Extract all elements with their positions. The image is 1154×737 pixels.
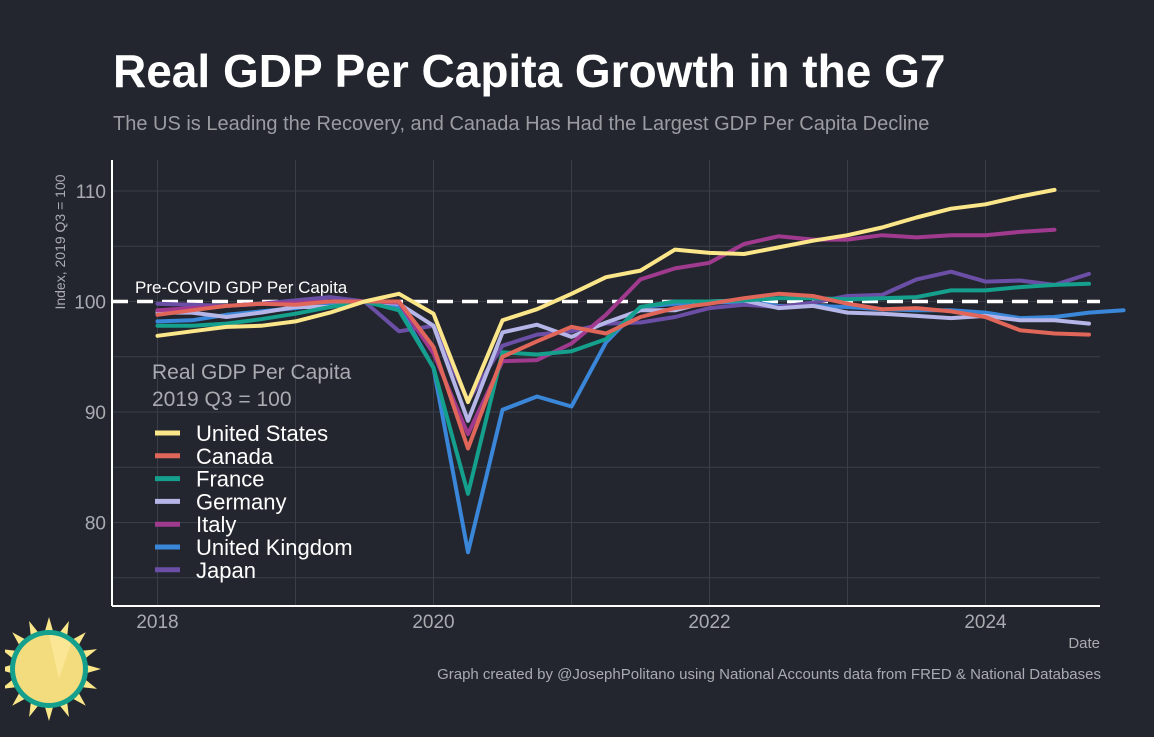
x-tick-label: 2020 [412,612,454,633]
legend-label-germany: Germany [196,489,286,514]
sun-ray [44,617,54,633]
series-line-united-states [155,187,1057,405]
sun-ray [44,705,54,721]
legend-title: Real GDP Per Capita [152,361,352,384]
series-line-canada [155,291,1091,451]
axes: 80 90 100 110 2018 2020 2022 2024 Date Index, 201… [52,160,1100,652]
y-tick-label: 110 [76,182,106,203]
legend-label-united-states: United States [196,421,328,446]
y-tick-label: 100 [74,293,106,314]
sun-ray [85,664,101,674]
page-subtitle: The US is Leading the Recovery, and Cana… [113,113,930,135]
grid [112,160,1100,606]
legend-label-japan: Japan [196,558,256,583]
legend-label-canada: Canada [196,444,274,469]
series-lines [155,187,1126,555]
reference-line-label: Pre-COVID GDP Per Capita [135,278,348,297]
legend-label-france: France [196,467,264,492]
x-tick-label: 2024 [964,612,1007,633]
page-title: Real GDP Per Capita Growth in the G7 [113,45,946,97]
x-axis-title: Date [1068,635,1100,652]
source-caption: Graph created by @JosephPolitano using N… [437,666,1101,683]
legend-label-united-kingdom: United Kingdom [196,535,353,560]
series-line-germany [155,298,1091,423]
y-tick-label: 90 [85,403,106,424]
legend-subtitle: 2019 Q3 = 100 [152,388,292,411]
legend: Real GDP Per Capita 2019 Q3 = 100 United S… [152,361,353,583]
legend-label-italy: Italy [196,512,236,537]
y-axis-title: Index, 2019 Q3 = 100 [52,174,68,309]
x-tick-label: 2018 [136,612,178,633]
sun-icon [5,617,101,721]
x-tick-label: 2022 [688,612,730,633]
y-tick-label: 80 [85,514,106,535]
